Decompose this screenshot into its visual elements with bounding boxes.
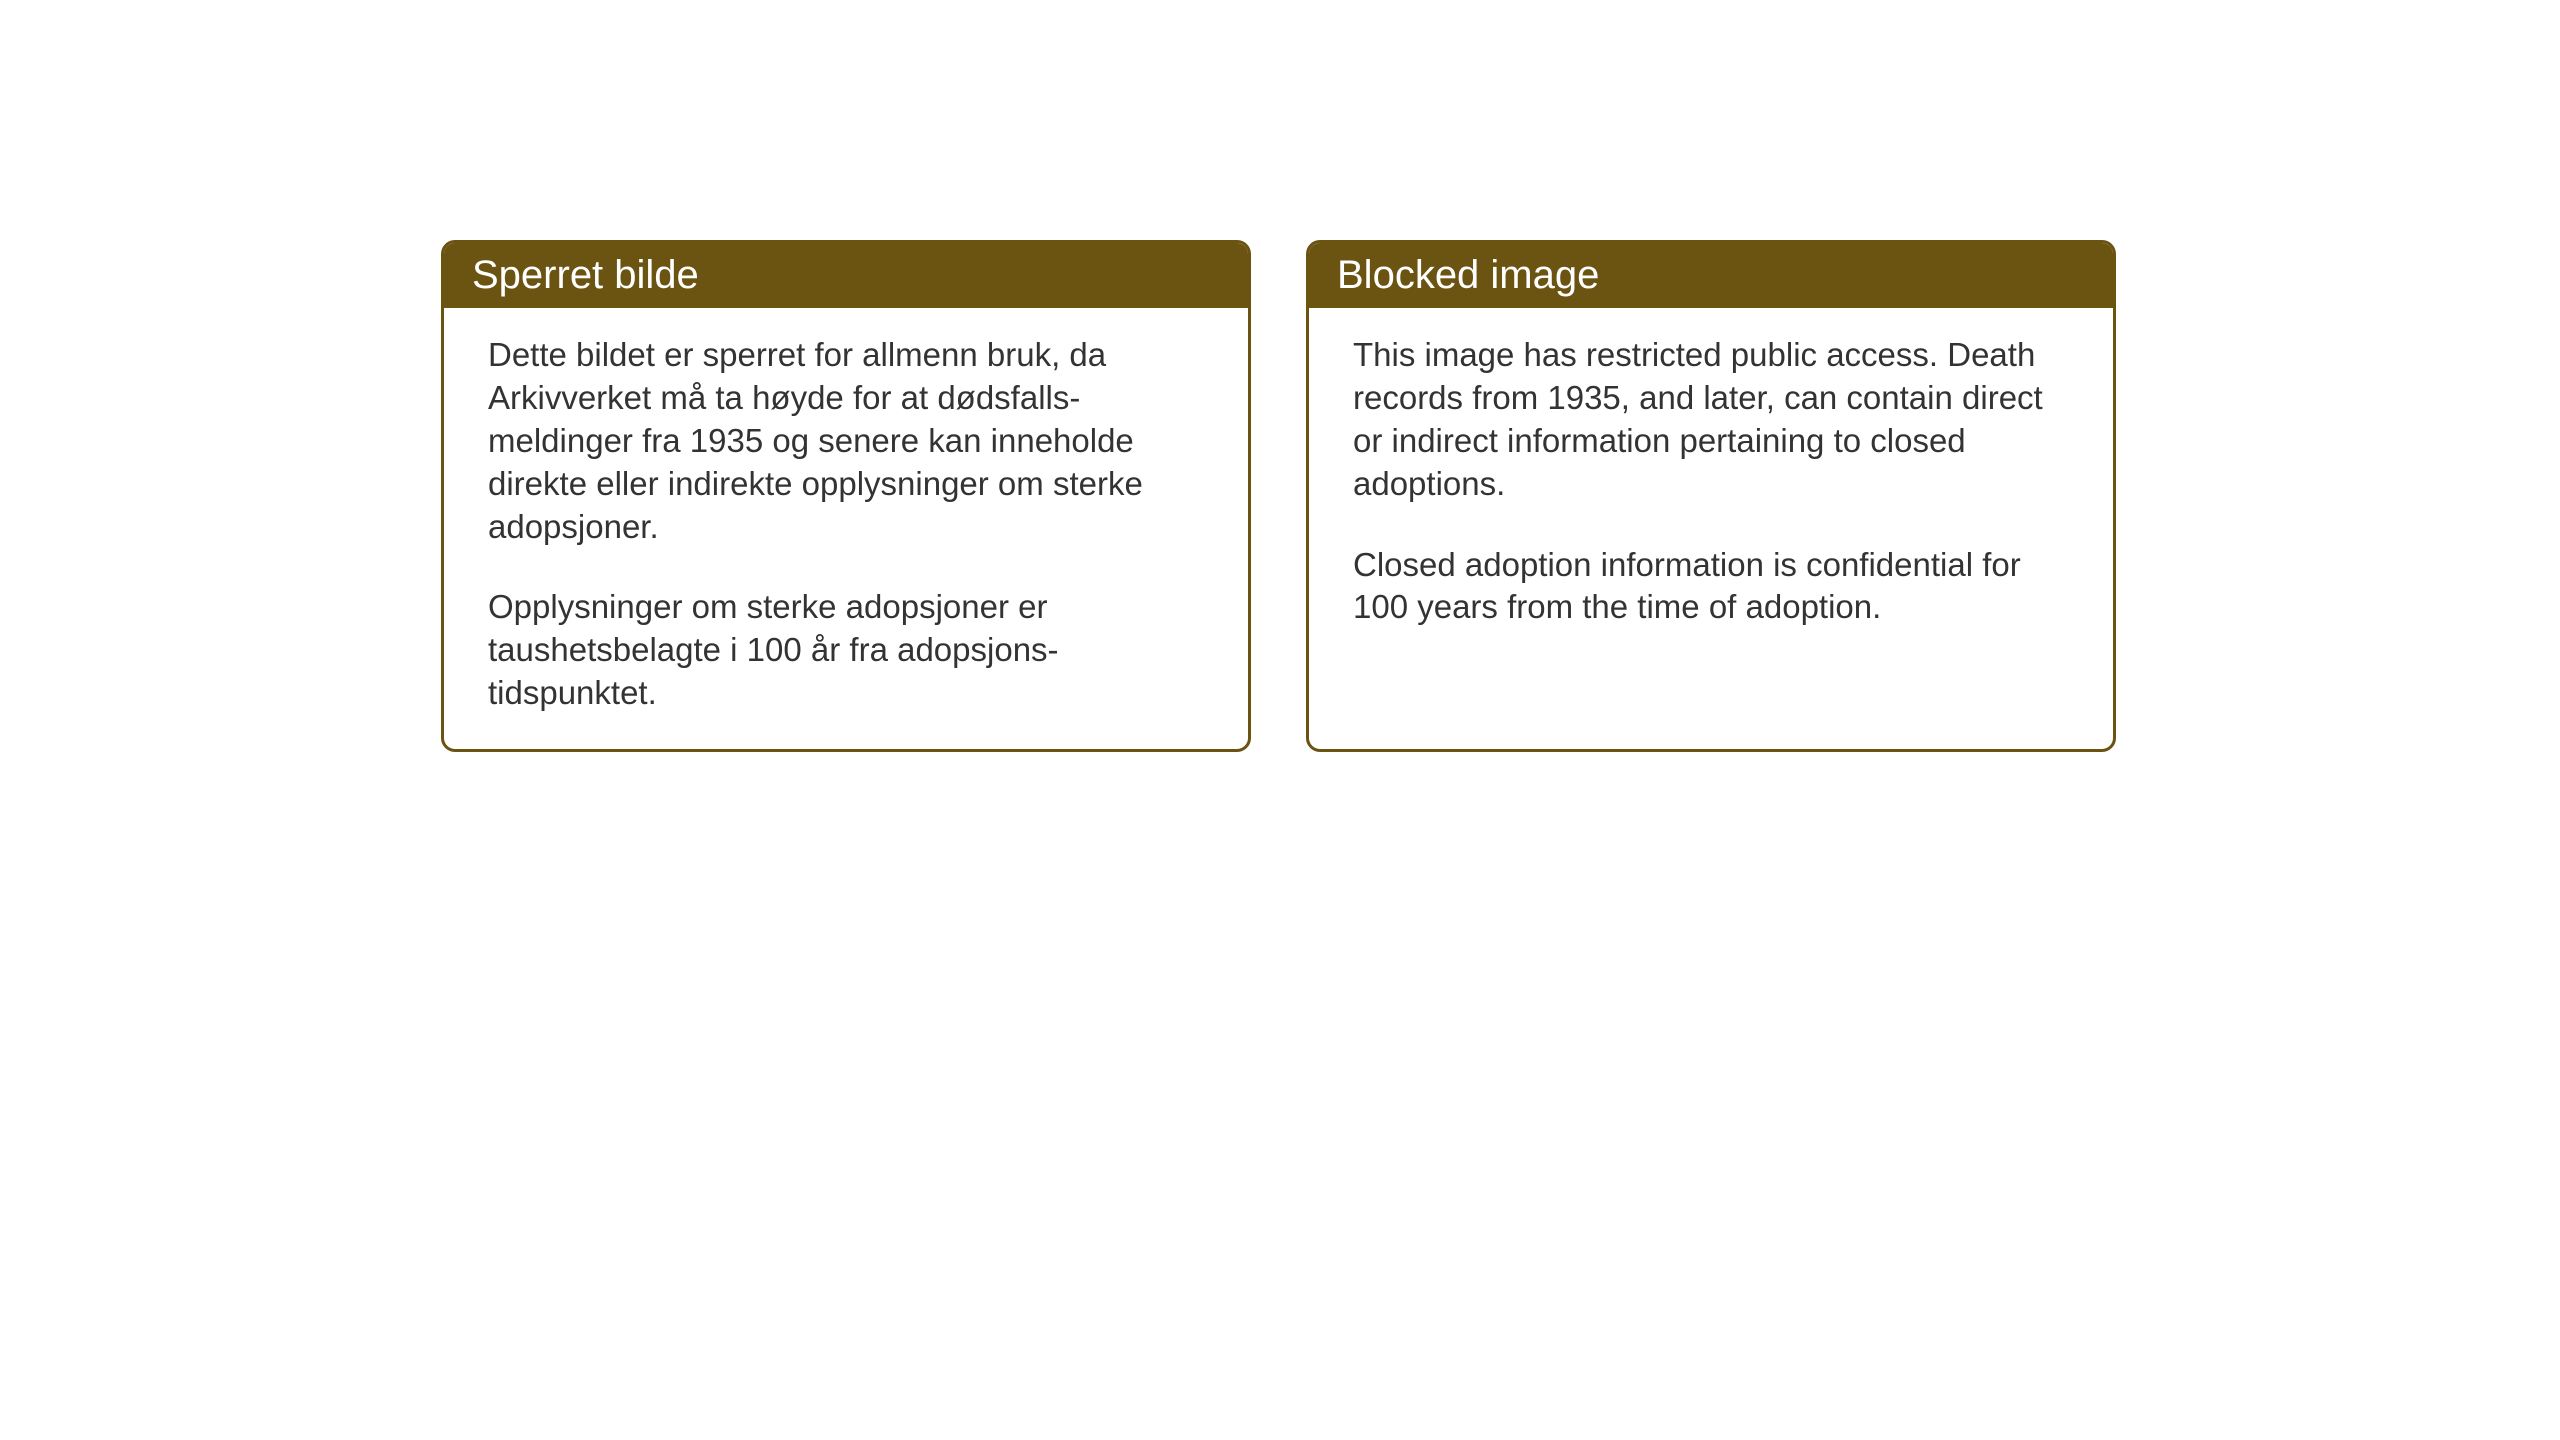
notice-header-english: Blocked image: [1309, 243, 2113, 308]
notice-card-english: Blocked image This image has restricted …: [1306, 240, 2116, 752]
notice-body-norwegian: Dette bildet er sperret for allmenn bruk…: [444, 308, 1248, 749]
notice-paragraph: Dette bildet er sperret for allmenn bruk…: [488, 334, 1204, 548]
notice-paragraph: Closed adoption information is confident…: [1353, 544, 2069, 630]
notice-body-english: This image has restricted public access.…: [1309, 308, 2113, 663]
notice-container: Sperret bilde Dette bildet er sperret fo…: [441, 240, 2116, 752]
notice-header-norwegian: Sperret bilde: [444, 243, 1248, 308]
notice-paragraph: Opplysninger om sterke adopsjoner er tau…: [488, 586, 1204, 715]
notice-paragraph: This image has restricted public access.…: [1353, 334, 2069, 506]
notice-card-norwegian: Sperret bilde Dette bildet er sperret fo…: [441, 240, 1251, 752]
